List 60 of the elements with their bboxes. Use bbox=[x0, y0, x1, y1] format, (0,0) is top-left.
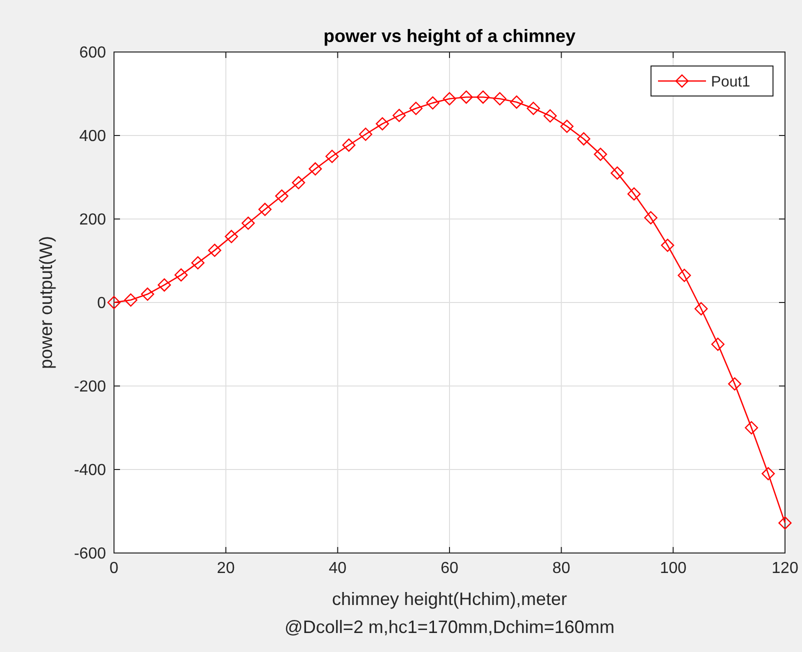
point bbox=[224, 230, 238, 244]
point bbox=[544, 109, 557, 122]
y-tick-label: 400 bbox=[79, 128, 106, 146]
point bbox=[762, 467, 775, 480]
point bbox=[610, 166, 624, 180]
point bbox=[460, 90, 473, 104]
y-tick-label: 200 bbox=[79, 212, 106, 229]
y-tick-label: 0 bbox=[97, 295, 106, 312]
legend-label: Pout1 bbox=[711, 73, 750, 90]
point bbox=[744, 421, 758, 434]
point bbox=[191, 256, 204, 270]
x-tick-label: 100 bbox=[660, 560, 687, 577]
point bbox=[242, 216, 255, 230]
point bbox=[140, 288, 154, 301]
point bbox=[392, 108, 406, 122]
x-tick-label: 0 bbox=[110, 560, 119, 577]
y-tick-label: -600 bbox=[74, 546, 106, 563]
x-axis-title: chimney height(Hchim),meter bbox=[332, 589, 568, 609]
point bbox=[660, 238, 674, 252]
x-tick-label: 60 bbox=[440, 560, 458, 577]
point bbox=[208, 244, 222, 257]
point bbox=[493, 92, 506, 106]
point bbox=[292, 176, 306, 190]
point bbox=[476, 90, 490, 104]
point bbox=[728, 377, 742, 391]
x-tick-label: 80 bbox=[552, 560, 570, 577]
point bbox=[158, 278, 171, 292]
point bbox=[560, 120, 574, 133]
text: @Dcoll=2 m,hc1=170mm,Dchim=160mm bbox=[284, 617, 614, 637]
point bbox=[426, 96, 440, 110]
point bbox=[510, 96, 524, 109]
point bbox=[409, 102, 423, 115]
x-tick-label: 120 bbox=[772, 560, 798, 577]
point bbox=[342, 138, 356, 152]
point bbox=[694, 302, 708, 316]
point bbox=[376, 117, 389, 130]
point bbox=[124, 293, 138, 307]
point bbox=[325, 150, 339, 163]
y-axis-title: power output(W) bbox=[36, 236, 56, 370]
point bbox=[308, 162, 322, 176]
point bbox=[711, 338, 724, 351]
x-tick-label: 20 bbox=[216, 560, 235, 577]
x-tick-label: 40 bbox=[328, 560, 347, 577]
y-tick-label: -200 bbox=[74, 378, 106, 396]
point bbox=[778, 516, 792, 530]
point bbox=[526, 102, 540, 115]
point bbox=[627, 187, 641, 201]
point bbox=[258, 202, 272, 216]
point bbox=[359, 128, 372, 141]
point bbox=[594, 148, 608, 161]
y-tick-label: 600 bbox=[79, 44, 106, 62]
point bbox=[577, 132, 590, 146]
point bbox=[678, 268, 691, 282]
point bbox=[442, 92, 456, 106]
point bbox=[107, 296, 121, 310]
point bbox=[644, 211, 658, 224]
chart-title: power vs height of a chimney bbox=[323, 26, 576, 46]
point bbox=[275, 189, 288, 203]
y-tick-label: -400 bbox=[74, 462, 106, 480]
point bbox=[174, 268, 188, 282]
